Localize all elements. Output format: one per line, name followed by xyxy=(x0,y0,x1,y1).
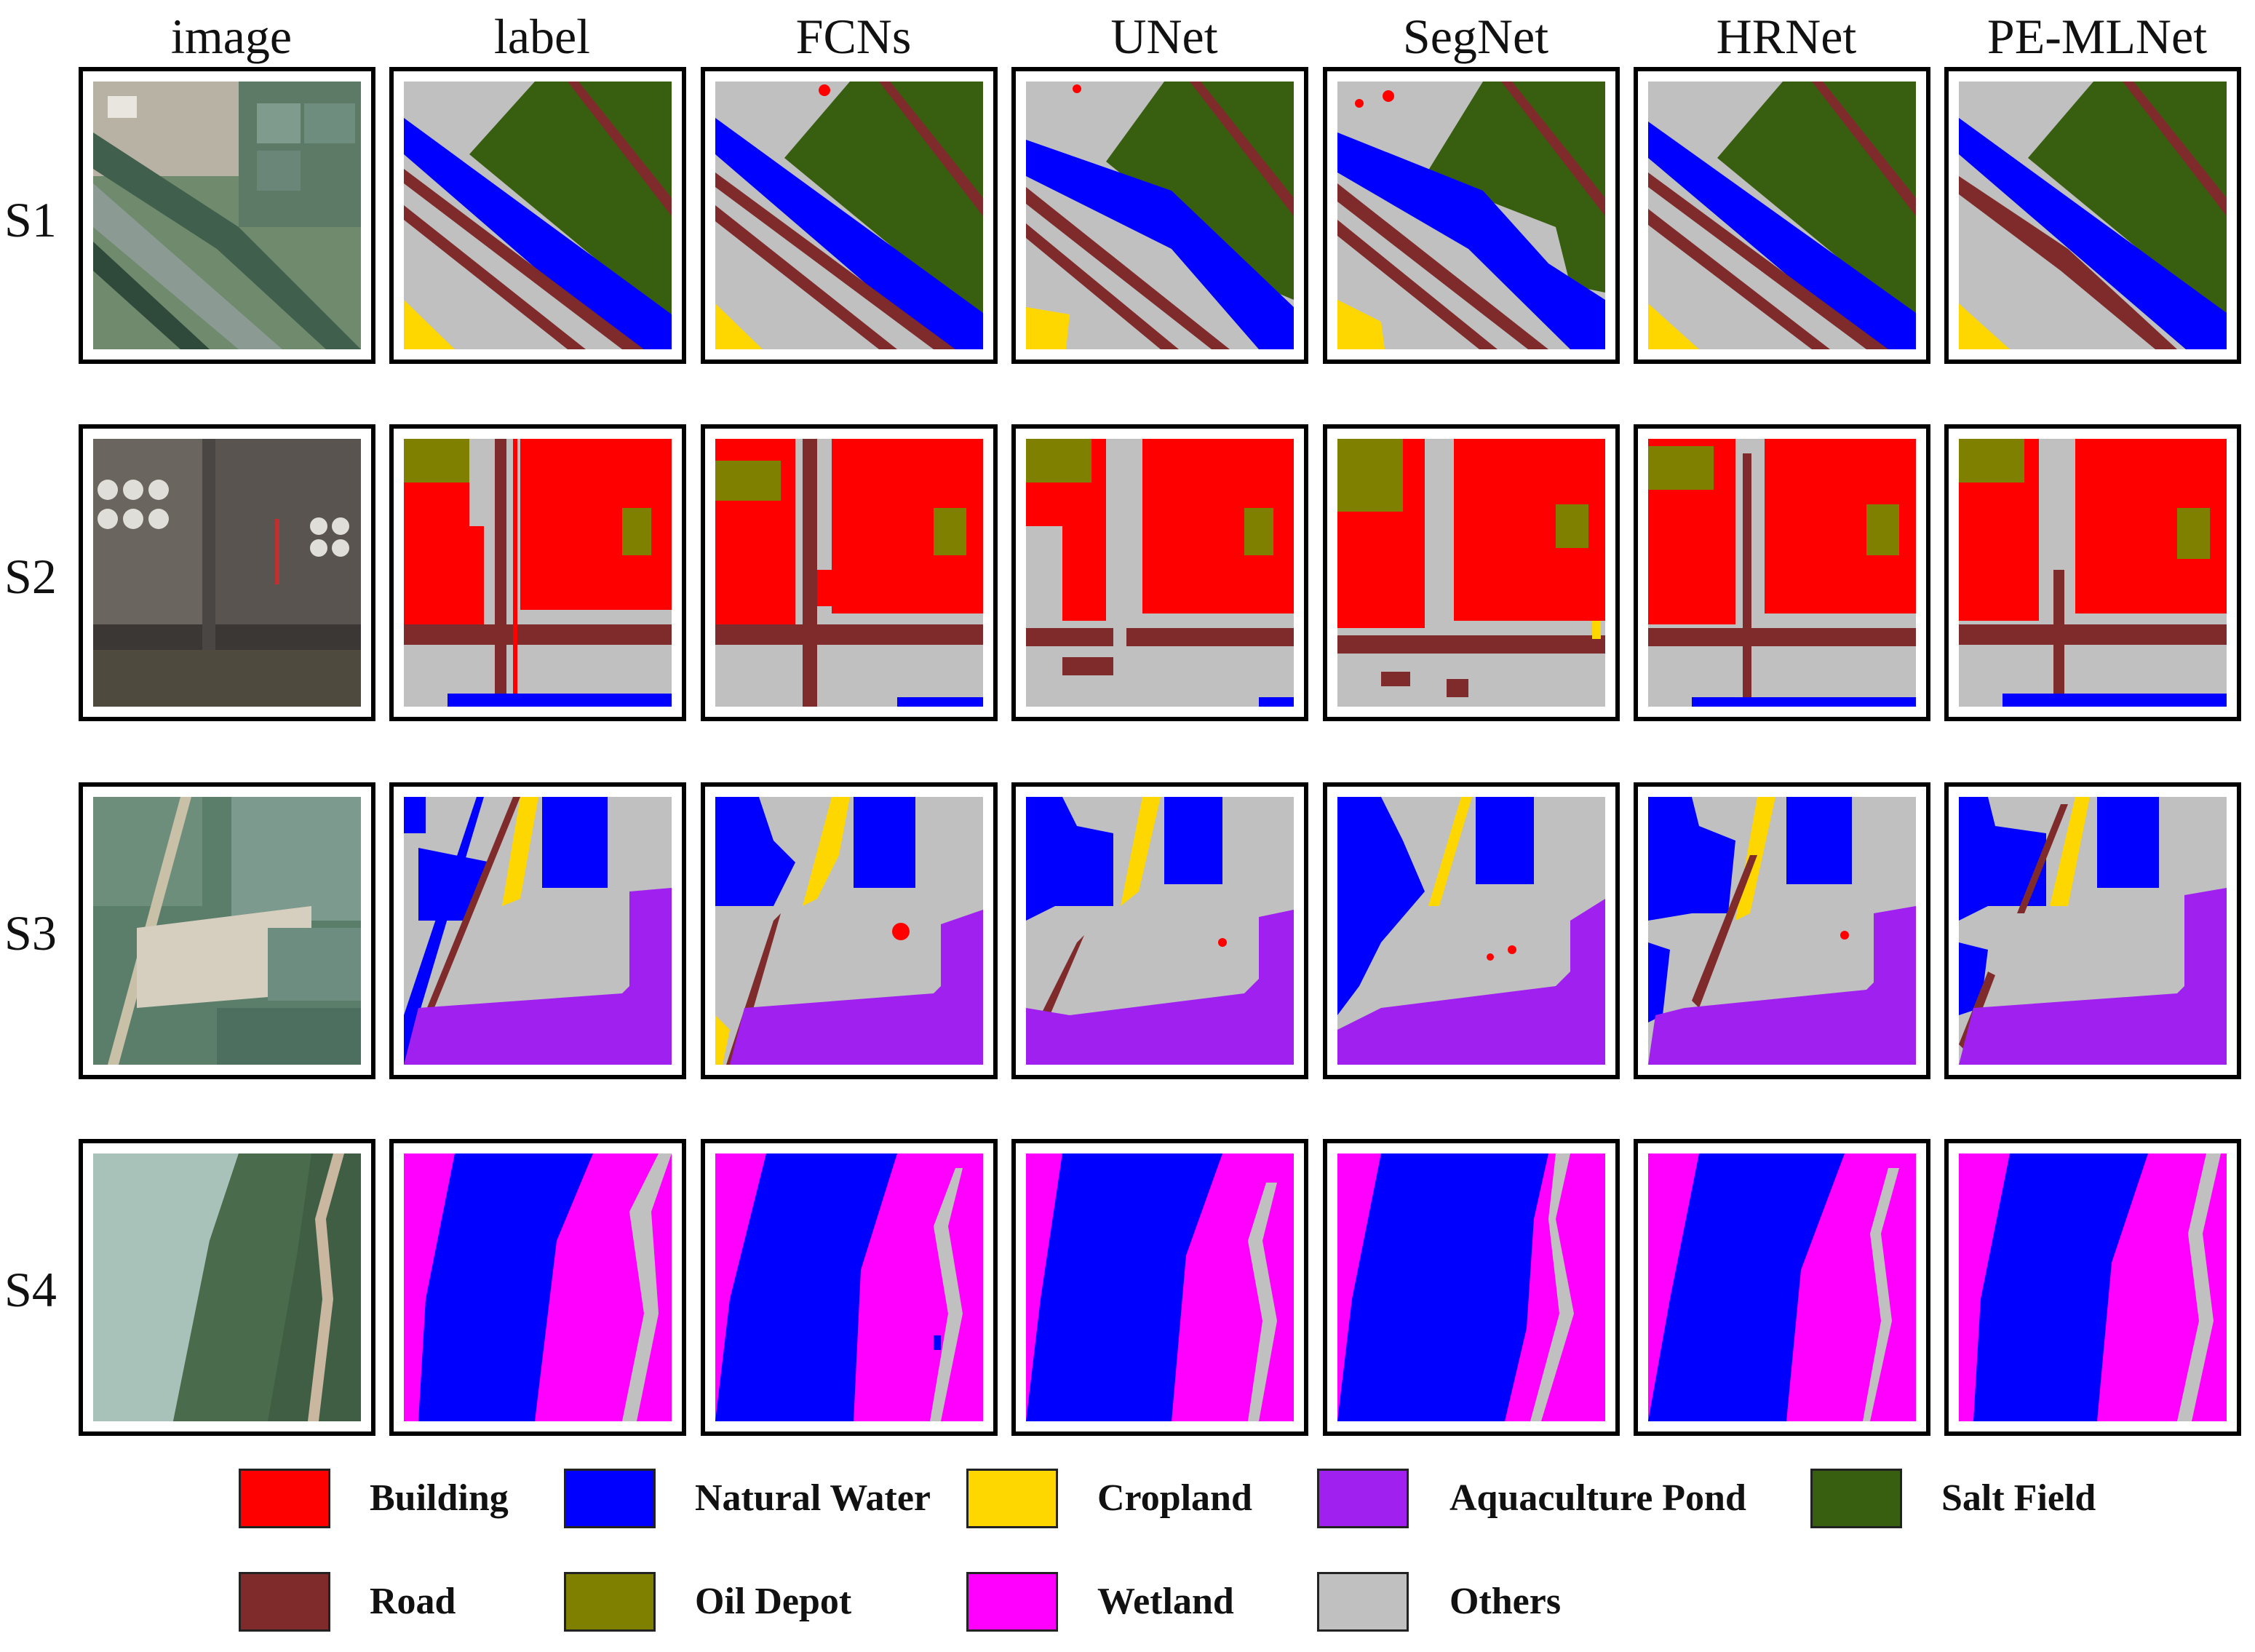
legend-swatch-others xyxy=(1317,1572,1409,1632)
s1-unet-map xyxy=(1011,67,1308,364)
legend-swatch-wetland xyxy=(966,1572,1058,1632)
legend-label-cropland: Cropland xyxy=(1097,1477,1252,1519)
legend-label-others: Others xyxy=(1449,1581,1562,1622)
legend-label-natural-water: Natural Water xyxy=(695,1477,931,1519)
col-header-hrnet: HRNet xyxy=(1716,9,1857,64)
legend-label-building: Building xyxy=(370,1477,509,1519)
s2-hrnet-map xyxy=(1634,424,1930,721)
s1-segnet-map xyxy=(1323,67,1620,364)
legend-swatch-oil-depot xyxy=(564,1572,656,1632)
s4-unet-map xyxy=(1011,1139,1308,1436)
s3-label-map xyxy=(389,782,686,1079)
row-header-s4: S4 xyxy=(4,1262,57,1317)
legend-label-aquaculture-pond: Aquaculture Pond xyxy=(1449,1477,1746,1519)
col-header-unet: UNet xyxy=(1110,9,1218,64)
col-header-pe-mlnet: PE-MLNet xyxy=(1986,9,2208,64)
s1-fcns-map xyxy=(701,67,998,364)
s2-segnet-map xyxy=(1323,424,1620,721)
row-header-s3: S3 xyxy=(4,905,57,961)
legend-swatch-road xyxy=(239,1572,330,1632)
col-header-image: image xyxy=(170,9,293,64)
s4-label-map xyxy=(389,1139,686,1436)
row-header-s1: S1 xyxy=(4,192,57,247)
s1-label-map xyxy=(389,67,686,364)
legend-swatch-salt-field xyxy=(1810,1469,1902,1528)
s2-satellite-image xyxy=(79,424,375,721)
legend-label-road: Road xyxy=(370,1581,456,1622)
legend-swatch-natural-water xyxy=(564,1469,656,1528)
s4-fcns-map xyxy=(701,1139,998,1436)
col-header-fcns: FCNs xyxy=(795,9,912,64)
s2-pe-mlnet-map xyxy=(1944,424,2241,721)
s2-unet-map xyxy=(1011,424,1308,721)
col-header-segnet: SegNet xyxy=(1402,9,1549,64)
s2-fcns-map xyxy=(701,424,998,721)
s3-fcns-map xyxy=(701,782,998,1079)
legend-swatch-aquaculture-pond xyxy=(1317,1469,1409,1528)
legend-label-salt-field: Salt Field xyxy=(1941,1477,2096,1519)
s4-segnet-map xyxy=(1323,1139,1620,1436)
legend-swatch-building xyxy=(239,1469,330,1528)
s4-satellite-image xyxy=(79,1139,375,1436)
s4-hrnet-map xyxy=(1634,1139,1930,1436)
row-header-s2: S2 xyxy=(4,549,57,604)
s3-hrnet-map xyxy=(1634,782,1930,1079)
s1-pe-mlnet-map xyxy=(1944,67,2241,364)
s3-pe-mlnet-map xyxy=(1944,782,2241,1079)
s1-hrnet-map xyxy=(1634,67,1930,364)
s3-satellite-image xyxy=(79,782,375,1079)
legend-label-oil-depot: Oil Depot xyxy=(695,1581,852,1622)
col-header-label: label xyxy=(493,9,591,64)
s3-segnet-map xyxy=(1323,782,1620,1079)
legend-swatch-cropland xyxy=(966,1469,1058,1528)
s4-pe-mlnet-map xyxy=(1944,1139,2241,1436)
s1-satellite-image xyxy=(79,67,375,364)
s2-label-map xyxy=(389,424,686,721)
s3-unet-map xyxy=(1011,782,1308,1079)
legend-label-wetland: Wetland xyxy=(1097,1581,1234,1622)
